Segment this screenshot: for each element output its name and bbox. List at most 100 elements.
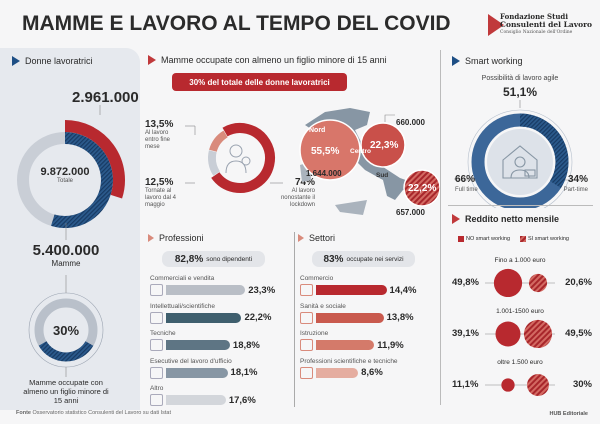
si-smart-circle — [528, 273, 548, 293]
nord-circle — [299, 119, 361, 181]
logo-triangle-icon — [488, 14, 504, 36]
centro-label: Centro — [350, 148, 371, 155]
category-icon — [150, 366, 163, 379]
part-time-label: Part-time — [563, 187, 588, 193]
no-smart-circle — [493, 268, 523, 297]
sud-pct: 22,2% — [408, 183, 437, 194]
si-smart-value: 30% — [572, 379, 592, 390]
professioni-pill-pct: 82,8% — [174, 253, 204, 265]
bar — [166, 340, 230, 350]
full-time-label: Full time — [455, 187, 478, 193]
professioni-item: Esecutive del lavoro d'ufficio 18,1% — [150, 358, 257, 379]
settori-item: Istruzione 11,9% — [300, 330, 404, 351]
logo-line3: Consiglio Nazionale dell'Ordine — [500, 30, 573, 35]
bar-label: Tecniche — [150, 330, 176, 337]
professioni-item: Commerciali e vendita 23,3% — [150, 275, 275, 296]
bar-label: Commerciali e vendita — [150, 275, 215, 282]
category-icon — [300, 339, 313, 351]
bar — [316, 312, 384, 323]
triangle-icon — [148, 55, 156, 65]
home-worker-icon — [502, 145, 538, 179]
right-divider — [440, 50, 441, 405]
professioni-pill-text: sono dipendenti — [206, 255, 253, 263]
centro-pct: 22,3% — [370, 140, 399, 151]
logo-line2: Consulenti del Lavoro — [500, 20, 593, 29]
bar — [316, 367, 359, 378]
professioni-item: Intellettuali/scientifiche 22,2% — [150, 303, 271, 324]
bar-value: 18,1% — [230, 367, 258, 378]
mother-child-icon — [225, 144, 251, 174]
legend-swatch-no — [458, 236, 464, 242]
category-icon — [300, 366, 313, 379]
left-donuts — [17, 105, 125, 377]
divider — [294, 232, 295, 407]
donne-header: Donne lavoratrici — [12, 56, 93, 66]
middle-pill: 30% del totale delle donne lavoratrici — [172, 73, 347, 91]
family-donut — [185, 123, 283, 193]
bar — [166, 395, 226, 405]
bar-value: 11,9% — [377, 339, 404, 351]
mamme-label: Mamme — [51, 259, 81, 268]
sud-circle — [403, 169, 440, 207]
family-label: 74% Al lavoro nonostante il lockdown — [270, 177, 315, 209]
smart-subtitle: Possibilità di lavoro agile — [481, 75, 559, 82]
settori-item: Commercio 14,4% — [300, 275, 416, 296]
mamme-value: 5.400.000 — [32, 242, 100, 259]
page-title: MAMME E LAVORO AL TEMPO DEL COVID — [22, 12, 451, 35]
pct-caption: Mamme occupate con almeno un figlio mino… — [23, 378, 109, 405]
no-smart-circle — [495, 321, 521, 347]
family-desc: Al lavoro entro fine mese — [145, 130, 171, 150]
no-smart-value: 39,1% — [452, 328, 479, 339]
bar-value: 14,4% — [389, 284, 417, 296]
family-segment — [209, 130, 228, 153]
legend-si: SI smart working — [528, 236, 569, 242]
category-icon — [150, 311, 163, 324]
reddito-legend: NO smart working SI smart working — [458, 236, 569, 242]
legend-swatch-si — [520, 236, 527, 242]
reddito-range: Fino a 1.000 euro — [494, 257, 546, 264]
category-icon — [150, 339, 163, 351]
reddito-row: oltre 1.500 euro 11,1% 30% — [445, 359, 600, 404]
part-time-ring — [519, 113, 569, 188]
bar — [166, 285, 246, 295]
family-desc: Al lavoro nonostante il lockdown — [280, 188, 315, 208]
settori-pill: 83% occupate nei servizi — [312, 251, 415, 267]
bar — [316, 340, 375, 350]
full-time-pct: 66% — [455, 174, 476, 185]
reddito-row: Fino a 1.000 euro 49,8% 20,6% — [445, 257, 600, 302]
no-smart-value: 11,1% — [452, 379, 479, 390]
bar-value: 22,2% — [244, 312, 272, 323]
settori-item: Professioni scientifiche e tecniche 8,6% — [300, 358, 398, 379]
professioni-item: Altro 17,6% — [150, 385, 256, 406]
no-smart-value: 49,8% — [452, 277, 479, 288]
professioni-header: Professioni — [148, 233, 204, 243]
sud-count: 657.000 — [396, 208, 425, 217]
professioni-label: Professioni — [159, 233, 204, 243]
centro-count: 660.000 — [396, 118, 425, 127]
professioni-item: Tecniche 18,8% — [150, 330, 260, 351]
reddito-row: 1.001-1500 euro 39,1% 49,5% — [445, 308, 600, 353]
family-segment — [208, 150, 221, 176]
nord-count: 1.644.000 — [306, 169, 342, 178]
middle-header: Mamme occupate con almeno un figlio mino… — [148, 55, 387, 65]
smart-pct: 51,1% — [502, 85, 538, 99]
part-time-pct: 34% — [567, 174, 588, 185]
smart-donut — [454, 100, 585, 208]
pct-ring — [38, 341, 94, 362]
mamme-top-ring — [64, 120, 125, 199]
bar-label: Istruzione — [300, 330, 329, 337]
total-value: 9.872.000 — [40, 166, 90, 178]
settori-item: Sanità e sociale 13,8% — [300, 303, 414, 324]
settori-pill-pct: 83% — [323, 253, 344, 265]
category-icon — [300, 284, 313, 296]
triangle-icon — [148, 234, 154, 242]
logo-line1: Fondazione Studi — [500, 12, 568, 21]
category-icon — [150, 394, 163, 406]
family-segment — [211, 123, 275, 193]
bar — [316, 285, 387, 295]
bar-value: 18,8% — [232, 339, 260, 351]
centro-circle — [360, 122, 406, 168]
source-text: Osservatorio statistico Consulenti del L… — [32, 410, 171, 416]
si-smart-value: 20,6% — [565, 277, 592, 288]
bar-label: Sanità e sociale — [300, 302, 346, 310]
